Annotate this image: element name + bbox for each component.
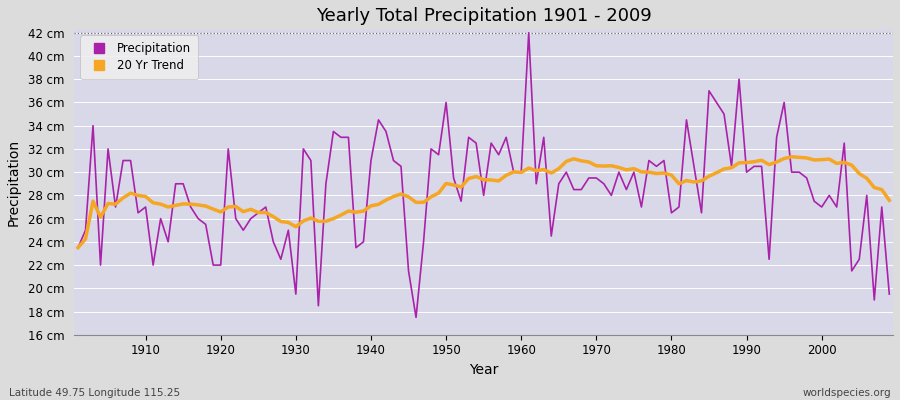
Precipitation (73, 245, 84, 250)
Precipitation (410, 315, 421, 320)
20 Yr Trend (508, 170, 519, 174)
Precipitation (523, 30, 534, 35)
Text: Latitude 49.75 Longitude 115.25: Latitude 49.75 Longitude 115.25 (9, 388, 180, 398)
X-axis label: Year: Year (469, 363, 499, 377)
Legend: Precipitation, 20 Yr Trend: Precipitation, 20 Yr Trend (80, 35, 198, 79)
Precipitation (343, 135, 354, 140)
Precipitation (298, 146, 309, 151)
Precipitation (132, 210, 143, 215)
20 Yr Trend (343, 209, 354, 214)
Precipitation (884, 292, 895, 296)
Text: worldspecies.org: worldspecies.org (803, 388, 891, 398)
20 Yr Trend (787, 154, 797, 159)
20 Yr Trend (606, 163, 616, 168)
Precipitation (531, 181, 542, 186)
Precipitation (621, 187, 632, 192)
20 Yr Trend (132, 193, 143, 198)
20 Yr Trend (884, 198, 895, 203)
20 Yr Trend (298, 218, 309, 223)
20 Yr Trend (73, 245, 84, 250)
Precipitation (516, 170, 526, 174)
Title: Yearly Total Precipitation 1901 - 2009: Yearly Total Precipitation 1901 - 2009 (316, 7, 652, 25)
Y-axis label: Precipitation: Precipitation (7, 138, 21, 226)
20 Yr Trend (516, 170, 526, 175)
Line: 20 Yr Trend: 20 Yr Trend (78, 157, 889, 248)
Line: Precipitation: Precipitation (78, 33, 889, 317)
